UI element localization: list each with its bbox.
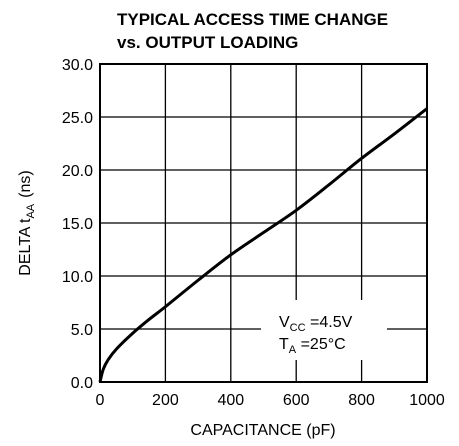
y-axis-label-sub: AA xyxy=(25,203,37,218)
y-tick-label: 20.0 xyxy=(62,163,93,180)
y-axis-label-unit: (ns) xyxy=(17,170,34,198)
ta-main: T xyxy=(279,336,289,353)
x-axis-label: CAPACITANCE (pF) xyxy=(190,422,335,439)
annotation-background xyxy=(261,300,387,360)
x-tick-label: 800 xyxy=(348,392,375,409)
x-tick-label: 600 xyxy=(283,392,310,409)
x-ticks: 0 200 400 600 800 1000 xyxy=(96,392,445,409)
annotation-vcc: VCC =4.5V xyxy=(279,314,353,334)
vcc-sub: CC xyxy=(290,322,306,334)
x-tick-label: 400 xyxy=(217,392,244,409)
y-tick-label: 5.0 xyxy=(71,322,93,339)
plot-frame xyxy=(99,63,428,383)
y-tick-label: 30.0 xyxy=(62,57,93,74)
chart-title-line2: vs. OUTPUT LOADING xyxy=(117,33,298,52)
annotation-box: VCC =4.5V TA =25°C xyxy=(261,300,387,360)
x-tick-label: 1000 xyxy=(409,392,445,409)
ta-sub: A xyxy=(289,344,297,356)
y-tick-label: 25.0 xyxy=(62,110,93,127)
y-tick-label: 10.0 xyxy=(62,269,93,286)
y-tick-label: 0.0 xyxy=(71,375,93,392)
x-tick-label: 200 xyxy=(152,392,179,409)
vcc-main: V xyxy=(279,314,290,331)
y-tick-label: 15.0 xyxy=(62,216,93,233)
chart-title-line1: TYPICAL ACCESS TIME CHANGE xyxy=(117,10,388,29)
y-ticks: 0.0 5.0 10.0 15.0 20.0 25.0 30.0 xyxy=(62,57,93,392)
series-line xyxy=(98,107,428,383)
plot-series xyxy=(98,107,428,383)
vcc-value: =4.5V xyxy=(306,314,353,331)
ta-value: =25°C xyxy=(296,336,346,353)
x-tick-label: 0 xyxy=(96,392,105,409)
y-axis-label: DELTA tAA (ns) xyxy=(17,170,37,275)
y-axis-label-main: DELTA t xyxy=(17,218,34,276)
annotation-ta: TA =25°C xyxy=(279,336,346,356)
